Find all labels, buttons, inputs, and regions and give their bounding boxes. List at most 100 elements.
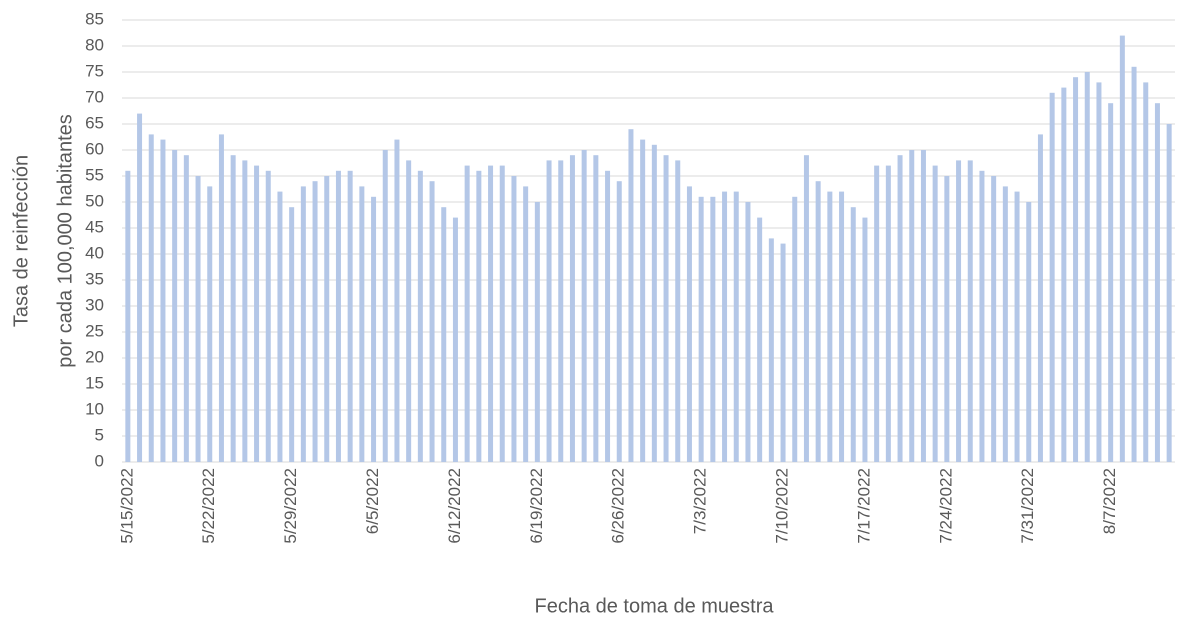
bar (827, 191, 833, 462)
bar (289, 207, 295, 462)
bar (218, 134, 224, 462)
bar (651, 144, 657, 463)
bar (792, 196, 798, 463)
bar (803, 155, 809, 462)
bar (452, 217, 458, 462)
bar (1037, 134, 1043, 462)
bar (207, 186, 213, 462)
bar (242, 160, 248, 462)
x-axis-title: Fecha de toma de muestra (534, 595, 774, 617)
y-tick-label: 30 (85, 295, 104, 314)
y-tick-label: 50 (85, 191, 104, 210)
bar (335, 170, 341, 463)
x-tick-label: 5/15/2022 (117, 468, 136, 544)
bar (534, 202, 540, 462)
bar (663, 155, 669, 462)
y-tick-label: 75 (85, 61, 104, 80)
bar (324, 176, 330, 462)
bar (605, 170, 611, 463)
bar (1108, 103, 1114, 462)
bar (628, 129, 634, 462)
y-tick-label: 70 (85, 87, 104, 106)
x-tick-label: 8/7/2022 (1100, 468, 1119, 534)
bar (488, 165, 494, 462)
bar (1084, 72, 1090, 462)
bar (757, 217, 763, 462)
bar (862, 217, 868, 462)
bar (371, 196, 377, 463)
bar (897, 155, 903, 462)
bar (546, 160, 552, 462)
bar (441, 207, 447, 462)
bar (1096, 82, 1102, 463)
bar (593, 155, 599, 462)
bar (745, 202, 751, 462)
bar (382, 150, 388, 462)
y-tick-label: 65 (85, 113, 104, 132)
bar (1154, 103, 1160, 462)
y-tick-label: 10 (85, 399, 104, 418)
bar (511, 176, 517, 462)
x-tick-label: 7/24/2022 (936, 468, 955, 544)
bar (277, 191, 283, 462)
y-tick-label: 0 (95, 451, 104, 470)
bar (300, 186, 306, 462)
x-tick-label: 5/29/2022 (281, 468, 300, 544)
y-tick-label: 55 (85, 165, 104, 184)
x-tick-label: 6/12/2022 (445, 468, 464, 544)
bar (1026, 202, 1032, 462)
bar (920, 150, 926, 462)
y-tick-label: 60 (85, 139, 104, 158)
bar (675, 160, 681, 462)
x-tick-label: 6/19/2022 (527, 468, 546, 544)
bar (722, 191, 728, 462)
bar (839, 191, 845, 462)
bar (909, 150, 915, 462)
y-tick-label: 25 (85, 321, 104, 340)
x-tick-label: 7/3/2022 (691, 468, 710, 534)
bar (558, 160, 564, 462)
bar (195, 176, 201, 462)
bar (956, 160, 962, 462)
bar (944, 176, 950, 462)
bar (265, 170, 271, 463)
bar (417, 170, 423, 463)
x-tick-label: 7/17/2022 (854, 468, 873, 544)
bar (394, 139, 400, 462)
bar (979, 170, 985, 463)
bar (815, 181, 821, 462)
bar (710, 196, 716, 463)
bar (499, 165, 505, 462)
bar (1166, 124, 1172, 462)
y-axis-title: por cada 100,000 habitantes (54, 114, 76, 368)
bar (429, 181, 435, 462)
bar (850, 207, 856, 462)
bar (347, 170, 353, 463)
x-tick-label: 6/26/2022 (609, 468, 628, 544)
bar (230, 155, 236, 462)
bar (932, 165, 938, 462)
bar (1002, 186, 1008, 462)
y-tick-label: 15 (85, 373, 104, 392)
bar (148, 134, 154, 462)
bar (1119, 35, 1125, 462)
x-tick-label: 7/31/2022 (1018, 468, 1037, 544)
bar (885, 165, 891, 462)
bar (137, 113, 143, 462)
bar (991, 176, 997, 462)
bar (359, 186, 365, 462)
bar (125, 170, 131, 463)
y-tick-label: 45 (85, 217, 104, 236)
x-tick-label: 5/22/2022 (199, 468, 218, 544)
bar (967, 160, 973, 462)
x-tick-label: 6/5/2022 (363, 468, 382, 534)
bar (1131, 66, 1137, 463)
x-tick-label: 7/10/2022 (773, 468, 792, 544)
bar (172, 150, 178, 462)
bar (616, 181, 622, 462)
bar (698, 196, 704, 463)
bar (476, 170, 482, 463)
y-tick-label: 85 (85, 9, 104, 28)
bar (569, 155, 575, 462)
